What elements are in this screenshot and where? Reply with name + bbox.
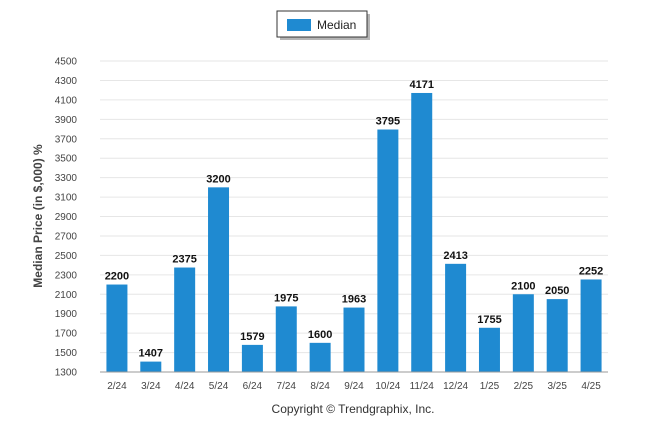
data-label: 2413	[443, 250, 467, 262]
bar[interactable]	[478, 327, 500, 372]
x-tick-label: 1/25	[480, 381, 500, 392]
data-labels: 2200 1407 2375 3200 1579 1975 1600 1963 3795 4171…	[105, 79, 604, 360]
data-label: 3200	[206, 173, 230, 185]
y-tick-label: 3300	[55, 173, 78, 184]
y-tick-label: 2900	[55, 212, 78, 223]
bar[interactable]	[140, 361, 162, 372]
data-label: 1600	[308, 329, 332, 341]
bar[interactable]	[208, 187, 230, 372]
bar[interactable]	[512, 294, 534, 372]
data-label: 1975	[274, 292, 298, 304]
bar[interactable]	[546, 299, 568, 372]
legend-label: Median	[317, 18, 356, 32]
x-tick-label: 4/24	[175, 381, 195, 392]
y-axis: 1300 1500 1700 1900 2100 2300 2500 2700 2900 3100…	[55, 57, 78, 379]
x-tick-label: 4/25	[581, 381, 601, 392]
bar[interactable]	[106, 284, 128, 372]
x-tick-label: 2/24	[107, 381, 127, 392]
bar[interactable]	[377, 129, 399, 372]
x-axis: 2/24 3/24 4/24 5/24 6/24 7/24 8/24 9/24 10/24 11/…	[100, 371, 608, 392]
y-tick-label: 2700	[55, 231, 78, 242]
x-tick-label: 3/25	[547, 381, 567, 392]
x-tick-label: 2/25	[514, 381, 534, 392]
copyright-text: Copyright © Trendgraphix, Inc.	[272, 402, 435, 416]
data-label: 2252	[579, 265, 603, 277]
x-tick-label: 6/24	[243, 381, 263, 392]
legend[interactable]: Median	[276, 10, 370, 40]
bar[interactable]	[174, 267, 196, 372]
x-tick-label: 8/24	[310, 381, 330, 392]
y-tick-label: 2100	[55, 290, 78, 301]
x-tick-label: 10/24	[375, 381, 400, 392]
y-tick-label: 3700	[55, 134, 78, 145]
y-tick-label: 1900	[55, 309, 78, 320]
legend-swatch	[287, 19, 311, 31]
y-tick-label: 3900	[55, 115, 78, 126]
y-tick-label: 4300	[55, 76, 78, 87]
x-tick-label: 7/24	[277, 381, 297, 392]
x-tick-label: 5/24	[209, 381, 229, 392]
y-tick-label: 2500	[55, 251, 78, 262]
bar[interactable]	[343, 307, 365, 372]
data-label: 3795	[376, 116, 400, 128]
y-tick-label: 1500	[55, 348, 78, 359]
data-label: 2200	[105, 271, 129, 283]
x-tick-label: 3/24	[141, 381, 161, 392]
y-tick-label: 3500	[55, 154, 78, 165]
x-tick-label: 12/24	[443, 381, 468, 392]
y-axis-title: Median Price (in $,000) %	[31, 144, 45, 288]
bars	[106, 92, 602, 373]
data-label: 2050	[545, 285, 569, 297]
data-label: 1963	[342, 294, 366, 306]
bar[interactable]	[241, 344, 263, 372]
data-label: 2375	[172, 254, 196, 266]
y-tick-label: 2300	[55, 270, 78, 281]
bar[interactable]	[411, 92, 433, 373]
bar[interactable]	[275, 306, 297, 372]
x-tick-label: 9/24	[344, 381, 364, 392]
y-tick-label: 1700	[55, 329, 78, 340]
y-tick-label: 4100	[55, 95, 78, 106]
data-label: 1579	[240, 331, 264, 343]
y-tick-label: 3100	[55, 193, 78, 204]
y-tick-label: 1300	[55, 368, 78, 379]
data-label: 1407	[139, 348, 163, 360]
y-tick-label: 4500	[55, 57, 78, 68]
data-label: 4171	[409, 79, 433, 91]
x-tick-label: 11/24	[410, 381, 435, 392]
bar[interactable]	[445, 263, 467, 372]
bar[interactable]	[309, 342, 331, 372]
data-label: 1755	[477, 314, 501, 326]
bar[interactable]	[580, 279, 602, 372]
data-label: 2100	[511, 280, 535, 292]
